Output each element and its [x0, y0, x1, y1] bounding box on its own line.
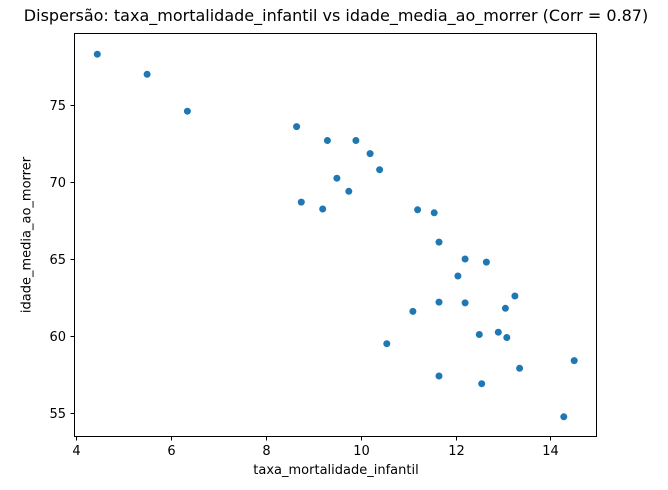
data-point	[503, 334, 511, 341]
chart-title: Dispersão: taxa_mortalidade_infantil vs …	[23, 6, 649, 25]
data-point	[333, 174, 341, 182]
data-point	[366, 150, 374, 158]
data-point	[435, 298, 443, 306]
data-point	[501, 304, 509, 312]
data-point	[475, 331, 483, 338]
x-tick-label: 4	[72, 444, 80, 459]
y-tick-label: 55	[49, 407, 66, 422]
data-point	[352, 137, 360, 144]
data-point	[430, 209, 438, 217]
x-tick-label: 8	[262, 444, 270, 459]
data-point	[293, 123, 301, 131]
data-point	[183, 107, 191, 115]
data-point	[319, 205, 327, 213]
x-tick-label: 6	[167, 444, 175, 459]
y-tick-label: 60	[49, 330, 66, 345]
x-tick-label: 10	[353, 444, 370, 459]
x-tick-label: 12	[448, 444, 465, 459]
data-point	[435, 238, 443, 246]
data-point	[461, 299, 469, 307]
data-point	[143, 70, 151, 78]
data-point	[297, 198, 305, 206]
data-point	[345, 187, 353, 195]
y-tick-label: 75	[49, 99, 66, 114]
data-point	[560, 413, 568, 421]
plot-border	[74, 33, 597, 437]
data-point	[409, 307, 417, 315]
data-point	[461, 255, 469, 263]
data-point	[516, 364, 524, 372]
data-point	[376, 166, 384, 174]
data-point	[93, 50, 101, 58]
y-tick-label: 70	[49, 176, 66, 191]
data-point	[435, 372, 443, 380]
data-point	[511, 292, 519, 300]
data-point	[414, 206, 422, 214]
y-tick-label: 65	[49, 253, 66, 268]
x-tick-label: 14	[542, 444, 559, 459]
data-point	[494, 328, 502, 336]
x-axis-label: taxa_mortalidade_infantil	[253, 463, 419, 478]
data-point	[454, 272, 462, 280]
data-point	[482, 258, 490, 266]
y-axis-label: idade_media_ao_morrer	[19, 156, 35, 314]
data-point	[570, 357, 578, 365]
data-point	[478, 380, 486, 388]
data-point	[383, 340, 391, 348]
data-point	[323, 137, 331, 144]
